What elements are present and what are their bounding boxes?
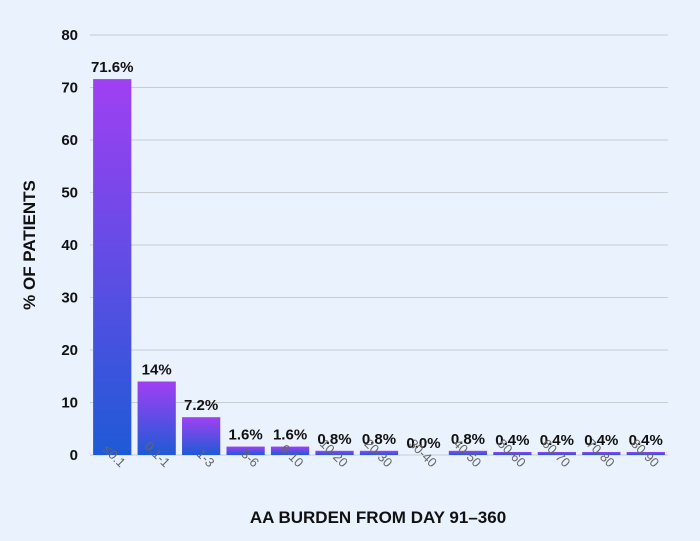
- y-tick-label: 30: [61, 290, 78, 307]
- y-axis-title: % OF PATIENTS: [20, 180, 39, 310]
- bar: [582, 452, 621, 455]
- y-axis-ticks: 0 10 20 30 40 50 60 70 80: [61, 27, 78, 464]
- data-label: 0.0%: [406, 435, 440, 452]
- bar: [359, 450, 399, 455]
- data-labels: 71.6% 14% 7.2% 1.6% 1.6% 0.8% 0.8% 0.0% 0.8% 0.4%…: [91, 59, 663, 452]
- bar: [537, 452, 576, 455]
- y-tick-label: 50: [61, 185, 78, 202]
- x-axis-title: AA BURDEN FROM DAY 91–360: [250, 508, 506, 527]
- bar: [448, 450, 488, 455]
- y-tick-label: 0: [70, 447, 78, 464]
- bar: [315, 450, 354, 455]
- data-label: 1.6%: [273, 427, 307, 444]
- data-label: 7.2%: [184, 397, 218, 414]
- data-label: 0.8%: [317, 431, 351, 448]
- bar: [270, 446, 310, 455]
- y-tick-label: 10: [61, 395, 78, 412]
- data-label: 0.8%: [362, 431, 396, 448]
- y-tick-label: 80: [61, 27, 78, 44]
- x-category-label: 6-10: [278, 441, 307, 470]
- gridlines: [90, 34, 668, 456]
- data-label: 0.4%: [584, 432, 618, 449]
- y-tick-label: 60: [61, 132, 78, 149]
- bar: [93, 79, 132, 455]
- bars: [93, 79, 665, 455]
- data-label: 0.8%: [451, 431, 485, 448]
- data-label: 71.6%: [91, 59, 134, 76]
- bar: [493, 452, 532, 455]
- y-tick-label: 70: [61, 80, 78, 97]
- data-label: 0.4%: [540, 432, 574, 449]
- bar: [626, 452, 665, 455]
- y-tick-label: 40: [61, 237, 78, 254]
- data-label: 1.6%: [229, 427, 263, 444]
- data-label: 0.4%: [629, 432, 663, 449]
- bar: [226, 446, 265, 455]
- bar: [137, 381, 176, 455]
- bar: [182, 417, 221, 455]
- data-label: 14%: [142, 362, 172, 379]
- y-tick-label: 20: [61, 342, 78, 359]
- data-label: 0.4%: [495, 432, 529, 449]
